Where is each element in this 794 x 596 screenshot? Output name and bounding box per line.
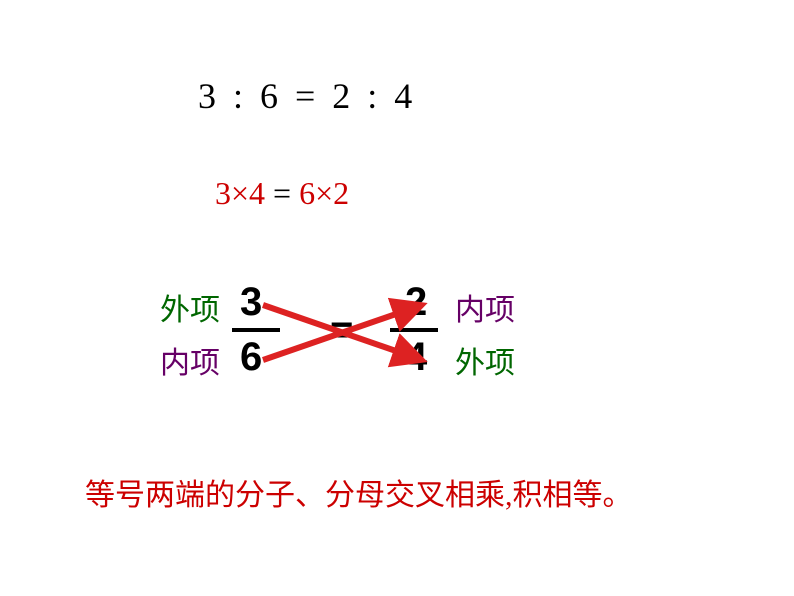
product-equation: 3×4 = 6×2 [215, 175, 349, 212]
rhs: 6×2 [299, 175, 349, 211]
label-inner-right: 内项 [455, 285, 515, 329]
label-outer-left: 外项 [160, 285, 220, 329]
lhs: 3×4 [215, 175, 265, 211]
fraction1-numerator: 3 [240, 280, 262, 325]
fraction-diagram: 外项 内项 3 6 = 2 4 内项 外项 [160, 280, 560, 390]
fraction2-numerator: 2 [405, 280, 427, 325]
fraction2-bar [390, 328, 438, 332]
fraction1-denominator: 6 [240, 335, 262, 380]
fraction2-denominator: 4 [405, 335, 427, 380]
label-outer-right: 外项 [455, 338, 515, 382]
conclusion-text: 等号两端的分子、分母交叉相乘,积相等。 [85, 470, 633, 514]
fraction-equals: = [330, 308, 353, 353]
ratio-equation: 3 : 6 = 2 : 4 [198, 75, 416, 117]
eq-sign: = [265, 175, 299, 211]
fraction1-bar [232, 328, 280, 332]
label-inner-left: 内项 [160, 338, 220, 382]
